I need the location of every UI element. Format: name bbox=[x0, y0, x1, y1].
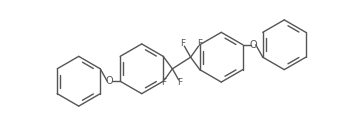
Text: F: F bbox=[181, 39, 186, 48]
Text: F: F bbox=[197, 39, 202, 48]
Text: F: F bbox=[161, 78, 166, 87]
Text: F: F bbox=[177, 78, 182, 87]
Text: O: O bbox=[250, 40, 257, 50]
Text: O: O bbox=[106, 76, 113, 86]
